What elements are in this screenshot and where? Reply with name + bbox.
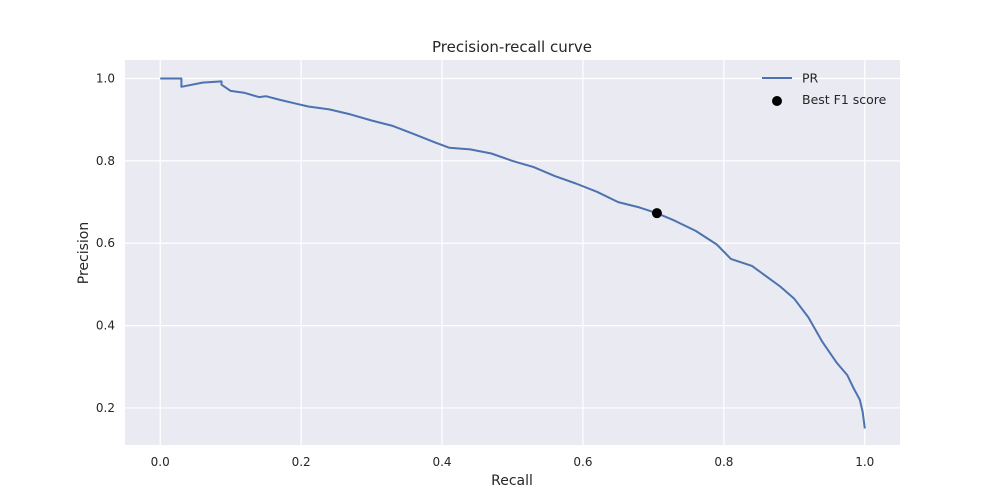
legend-label-best-f1: Best F1 score [802,92,887,107]
legend-marker-swatch [772,96,782,106]
x-tick-labels: 0.0 0.2 0.4 0.6 0.8 1.0 [151,455,875,469]
y-tick-label: 0.6 [96,236,115,250]
pr-curve-line [160,77,866,429]
plot-background [125,60,900,445]
x-tick-label: 0.4 [432,455,451,469]
x-tick-label: 1.0 [855,455,874,469]
series-layer [160,77,866,429]
legend-label-pr: PR [802,71,819,86]
x-tick-label: 0.6 [573,455,592,469]
y-axis-label: Precision [76,222,92,284]
y-tick-label: 0.8 [96,154,115,168]
y-tick-label: 0.2 [96,401,115,415]
x-tick-label: 0.0 [151,455,170,469]
x-tick-label: 0.2 [292,455,311,469]
x-tick-label: 0.8 [714,455,733,469]
chart-title: Precision-recall curve [432,38,592,56]
x-axis-label: Recall [491,473,533,489]
y-tick-label: 0.4 [96,319,115,333]
best-f1-point [651,208,662,219]
legend: PR Best F1 score [762,71,887,107]
y-tick-labels: 0.2 0.4 0.6 0.8 1.0 [96,72,115,415]
y-tick-label: 1.0 [96,72,115,86]
